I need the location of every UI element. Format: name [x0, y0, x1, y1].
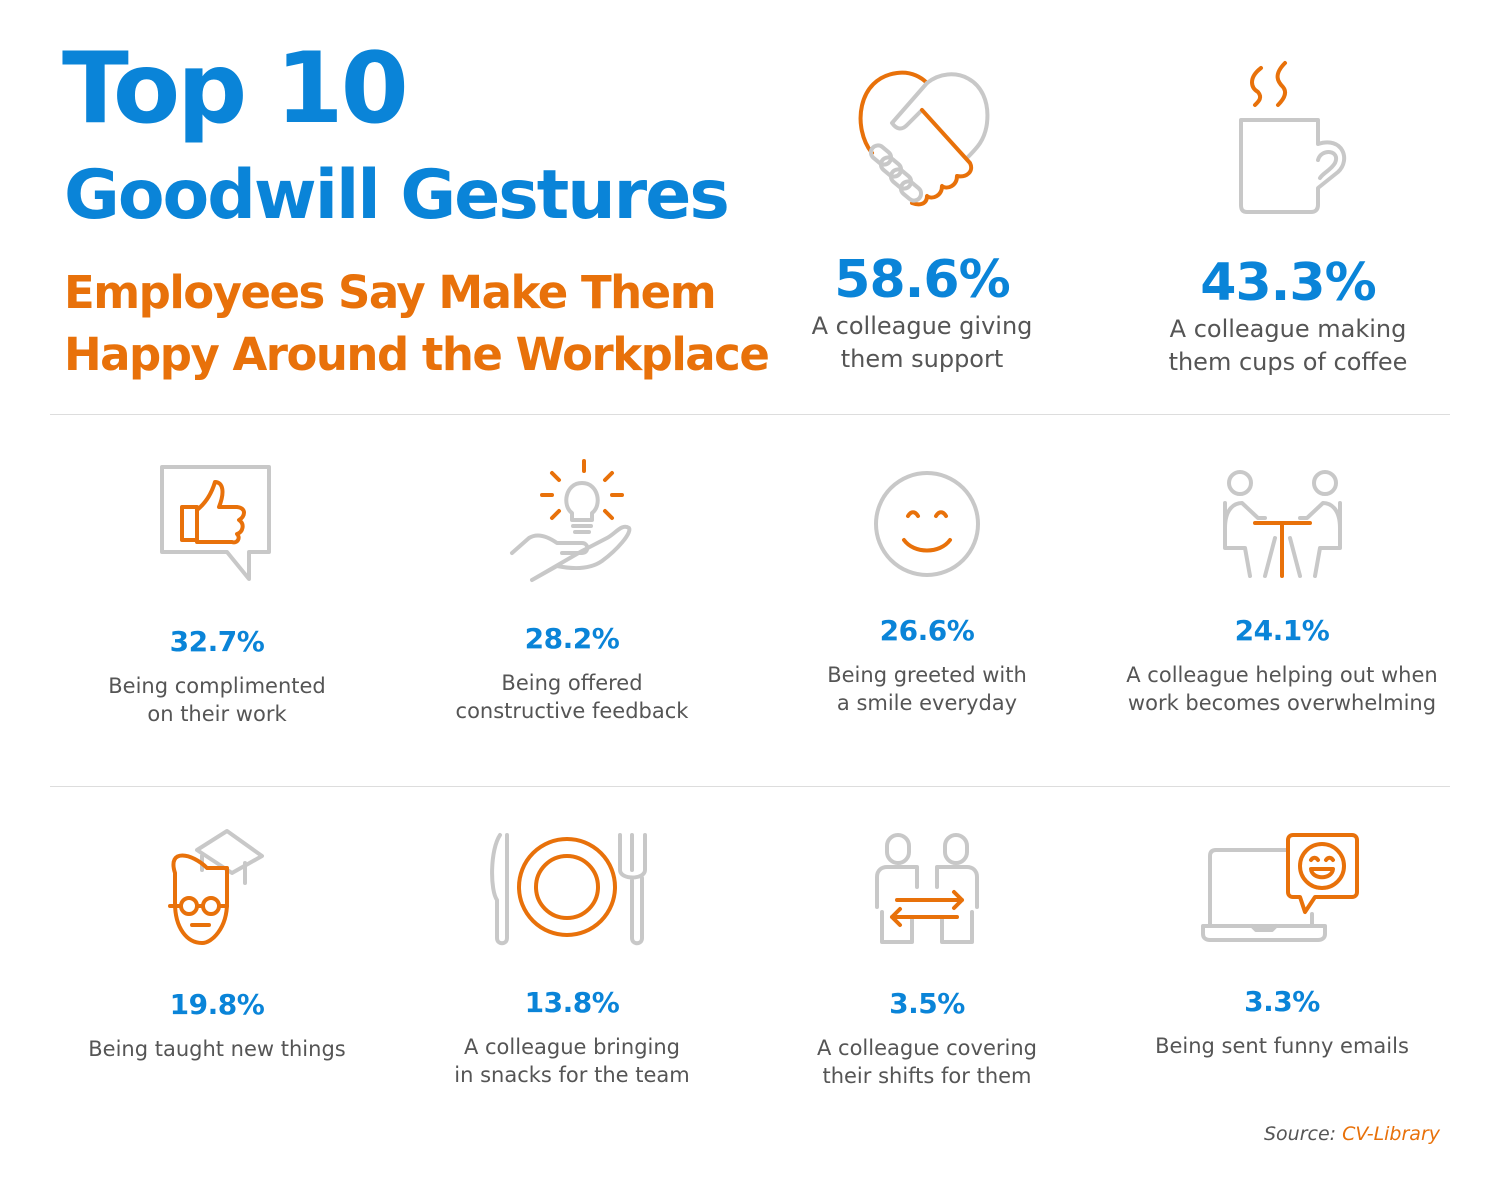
laptop-laugh-icon [1200, 833, 1359, 942]
gesture-item: 13.8% A colleague bringing in snacks for … [392, 830, 752, 1089]
gesture-percent: 3.5% [889, 987, 965, 1020]
title-top-10: Top 10 [62, 32, 409, 146]
gesture-percent: 26.6% [879, 614, 975, 647]
gesture-percent: 3.3% [1244, 985, 1320, 1018]
gesture-label: Being offered constructive feedback [455, 671, 689, 723]
divider [50, 414, 1450, 415]
gesture-label: Being complimented on their work [108, 674, 326, 726]
gesture-label: A colleague helping out when work becomes… [1126, 663, 1438, 715]
subtitle: Employees Say Make Them Happy Around the… [64, 262, 770, 386]
gesture-percent: 24.1% [1234, 614, 1330, 647]
subtitle-line-2: Happy Around the Workplace [64, 328, 770, 381]
two-people-table-icon [1222, 470, 1342, 578]
source-label: Source: [1263, 1123, 1337, 1145]
gesture-item: 3.3% Being sent funny emails [1102, 832, 1462, 1060]
gesture-percent: 28.2% [524, 622, 620, 655]
hand-lightbulb-icon [510, 459, 632, 582]
gesture-label: A colleague making them cups of coffee [1168, 315, 1408, 376]
gesture-label: Being sent funny emails [1155, 1034, 1409, 1058]
subtitle-line-1: Employees Say Make Them [64, 266, 717, 319]
divider [50, 786, 1450, 787]
gesture-item: 26.6% Being greeted with a smile everyday [747, 468, 1107, 717]
source-credit: Source: CV-Library [1264, 1123, 1440, 1145]
gesture-label: Being taught new things [88, 1037, 346, 1061]
gesture-item: 32.7% Being complimented on their work [37, 462, 397, 728]
smiley-icon [874, 471, 980, 577]
thumbs-up-bubble-icon [160, 465, 271, 581]
gesture-label: Being greeted with a smile everyday [827, 663, 1027, 715]
gesture-label: A colleague bringing in snacks for the te… [454, 1035, 690, 1087]
source-name: CV-Library [1342, 1123, 1440, 1145]
title-goodwill-gestures: Goodwill Gestures [64, 156, 730, 235]
gesture-label: A colleague covering their shifts for the… [817, 1036, 1037, 1088]
gesture-percent: 19.8% [169, 988, 265, 1021]
gesture-percent: 58.6% [834, 250, 1010, 310]
gesture-item: 19.8% Being taught new things [37, 828, 397, 1063]
coffee-mug-icon [1239, 61, 1347, 214]
gesture-percent: 13.8% [524, 986, 620, 1019]
gesture-item: 3.5% A colleague covering their shifts fo… [747, 832, 1107, 1090]
gesture-percent: 43.3% [1200, 253, 1376, 313]
people-swap-icon [875, 833, 979, 944]
gesture-item: 28.2% Being offered constructive feedback [392, 458, 752, 725]
gesture-percent: 32.7% [169, 625, 265, 658]
gesture-label: A colleague giving them support [811, 312, 1033, 373]
gesture-item: 58.6% A colleague giving them support [742, 68, 1102, 376]
graduate-icon [168, 829, 264, 945]
plate-cutlery-icon [489, 833, 647, 946]
gesture-item: 43.3% A colleague making them cups of cof… [1108, 60, 1468, 379]
handshake-heart-icon [858, 70, 990, 207]
gesture-item: 24.1% A colleague helping out when work b… [1102, 468, 1462, 717]
